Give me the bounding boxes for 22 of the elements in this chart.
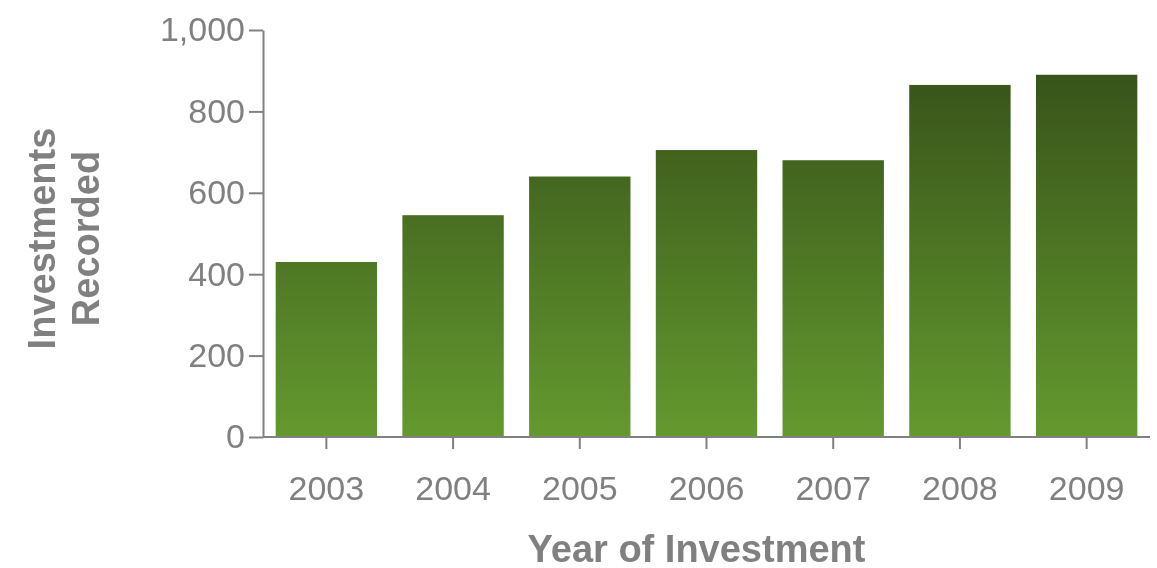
x-tick-label: 2008 xyxy=(922,468,998,507)
x-tick-label: 2009 xyxy=(1048,468,1125,507)
y-axis-title: Investments Recorded xyxy=(21,127,107,350)
bar xyxy=(1035,74,1138,437)
x-tick-label: 2006 xyxy=(668,468,745,507)
y-tick-label: 400 xyxy=(188,254,245,293)
bar xyxy=(529,176,631,437)
y-tick-label: 800 xyxy=(188,91,245,130)
x-tick-label: 2003 xyxy=(288,468,365,507)
y-tick-label: 1,000 xyxy=(159,10,245,49)
y-tick-label: 0 xyxy=(226,417,245,456)
bar xyxy=(782,160,884,437)
y-tick-label: 200 xyxy=(188,335,245,374)
x-tick-label: 2004 xyxy=(415,468,491,507)
y-tick-label: 600 xyxy=(188,173,245,212)
bar xyxy=(655,150,758,437)
bar xyxy=(909,84,1011,437)
x-axis-title: Year of Investment xyxy=(527,528,866,568)
x-tick-label: 2005 xyxy=(541,468,618,507)
x-tick-label: 2007 xyxy=(795,468,872,507)
bar xyxy=(275,261,378,437)
bar xyxy=(402,215,504,437)
